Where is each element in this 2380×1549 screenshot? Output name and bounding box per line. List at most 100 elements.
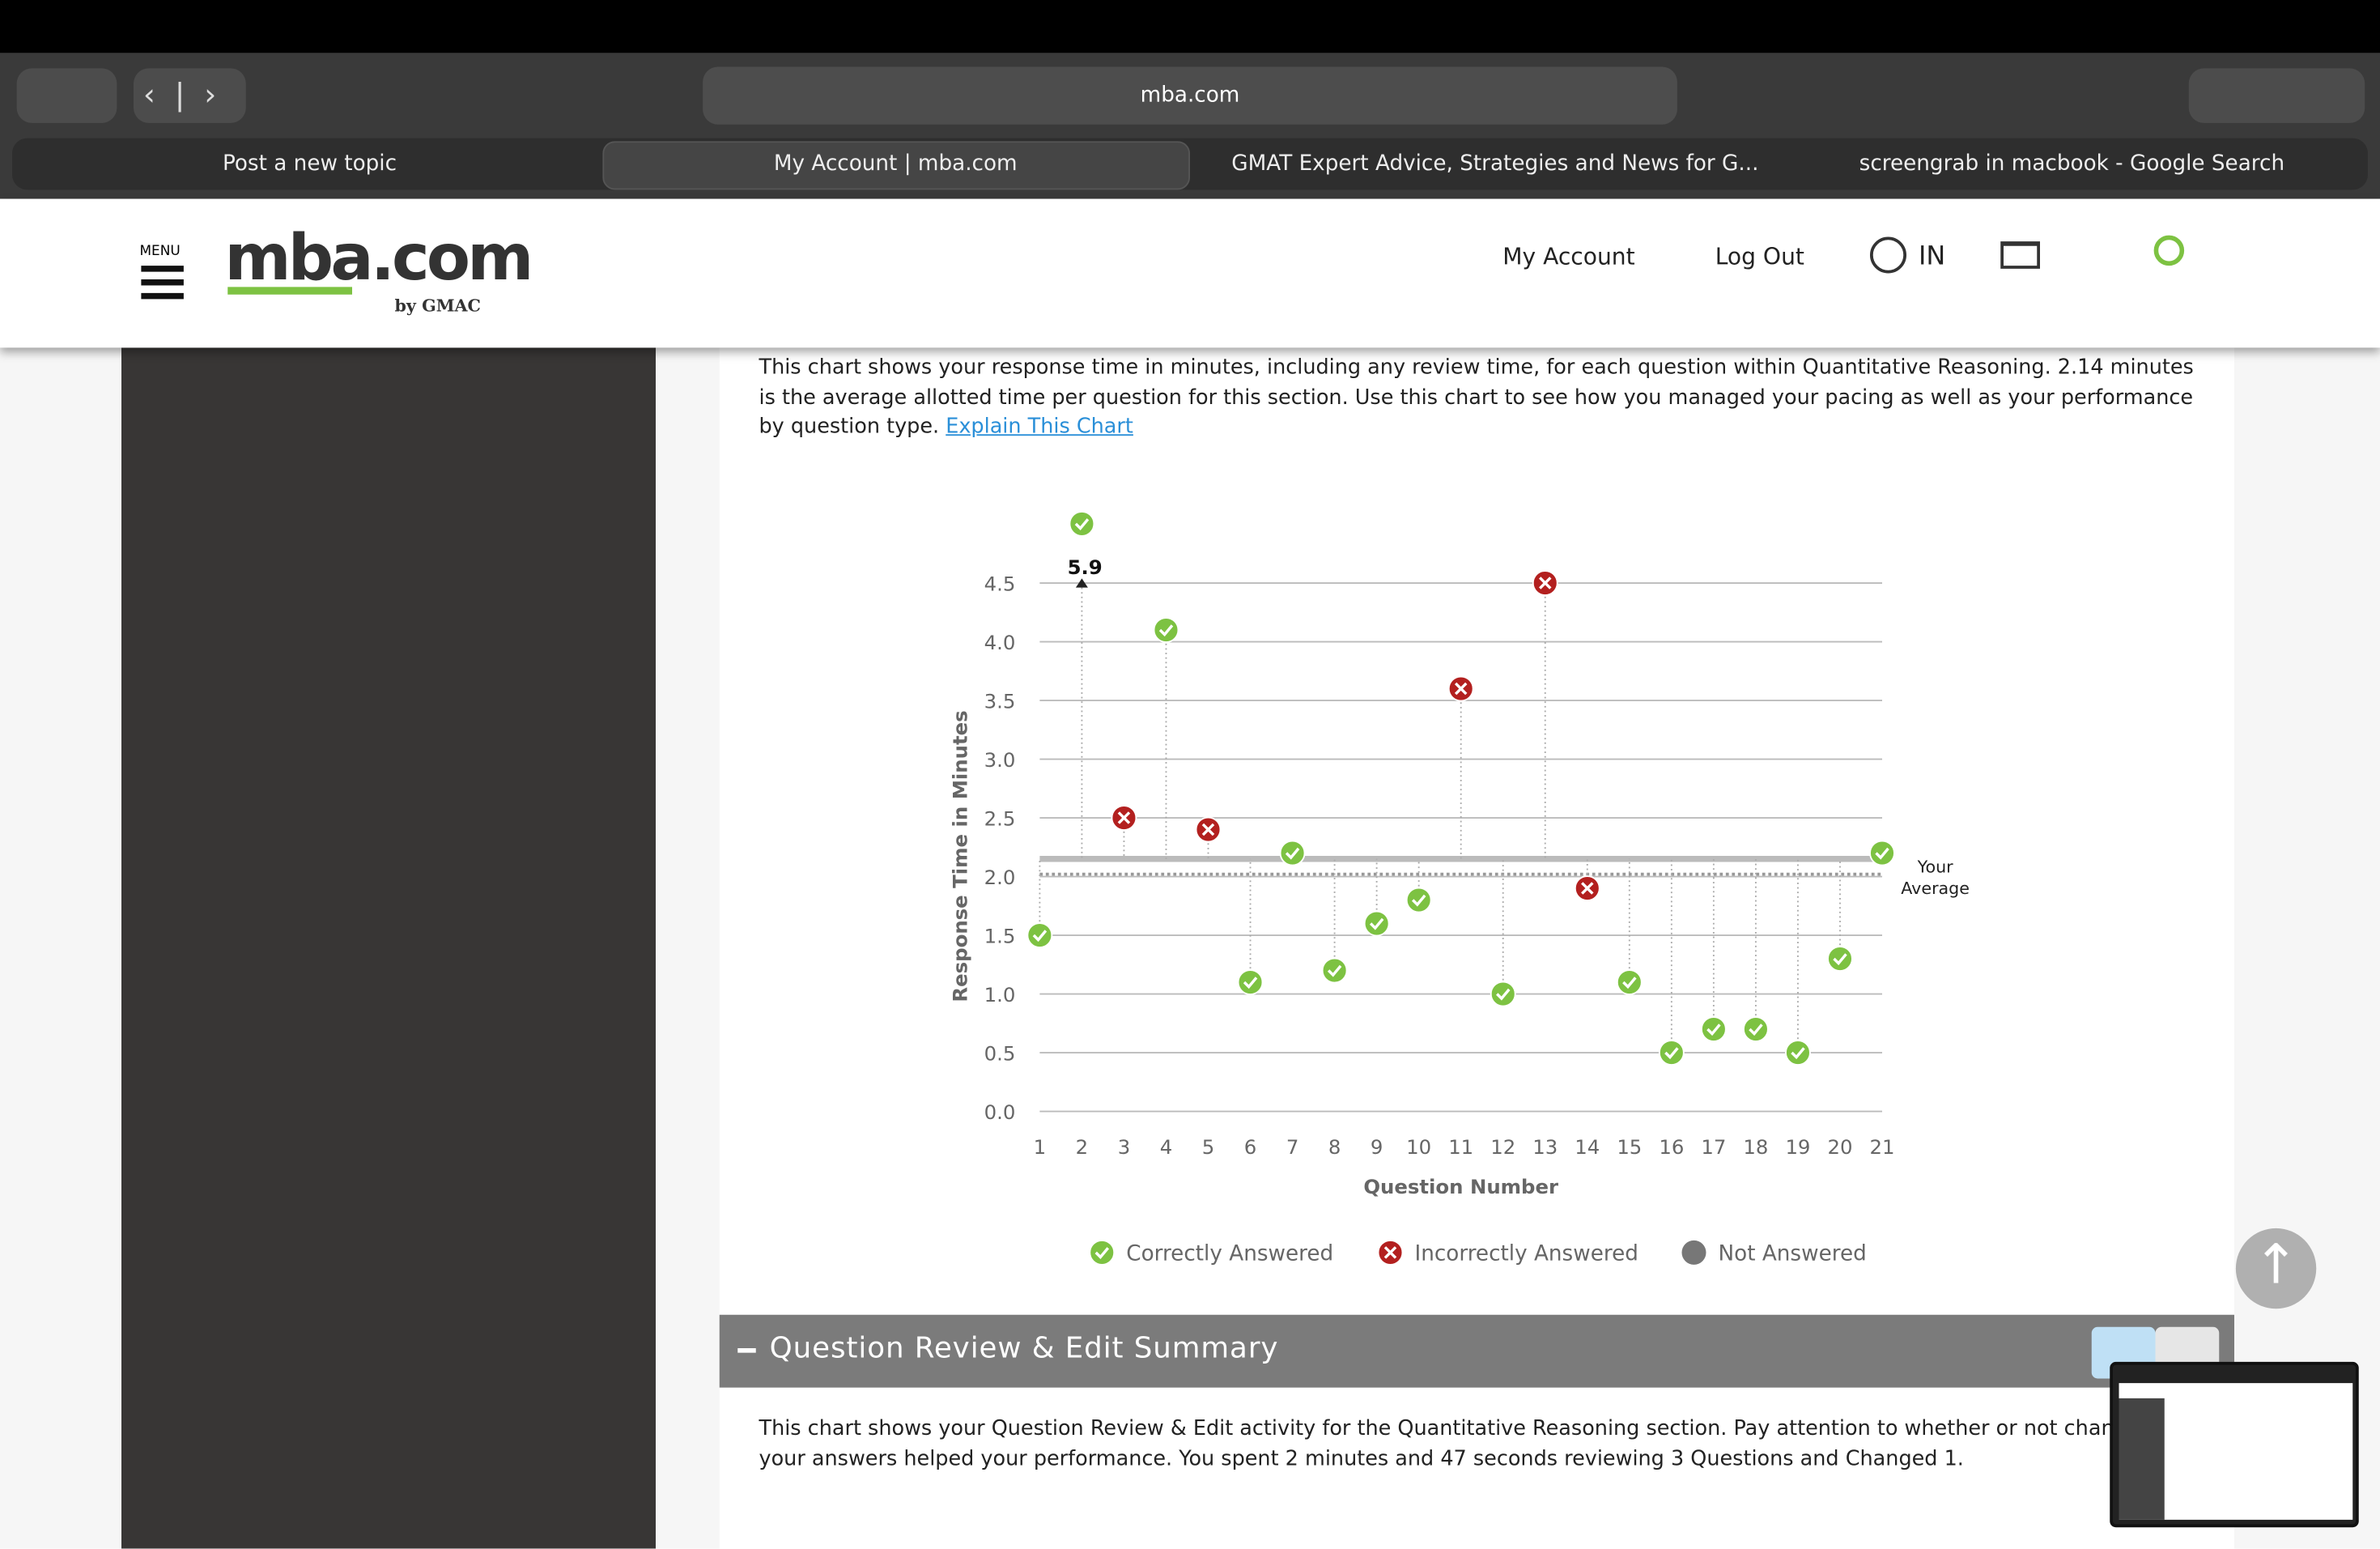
marker-circle — [1742, 1016, 1769, 1042]
marker-glyph — [1032, 930, 1048, 943]
intro: This chart shows your response time in m… — [759, 354, 2201, 443]
y-tick-label: 2.0 — [984, 866, 1016, 889]
marker-circle — [1279, 840, 1306, 866]
tab[interactable]: Post a new topic — [222, 151, 397, 177]
marker-circle — [1681, 1240, 1706, 1265]
x-tick-label: 19 — [1785, 1135, 1810, 1159]
globe-icon[interactable] — [1870, 236, 1906, 274]
sidebar — [121, 347, 656, 1549]
y-tick-label: 1.5 — [984, 924, 1016, 947]
data-point — [1447, 675, 1474, 702]
marker-glyph — [1454, 682, 1468, 696]
link[interactable]: Explain This Chart — [946, 414, 1133, 439]
legend-label: Incorrectly Answered — [1415, 1241, 1638, 1266]
data-point — [1279, 840, 1306, 866]
data-point — [1195, 816, 1222, 843]
screenshot-thumbnail[interactable] — [2110, 1361, 2359, 1528]
data-point — [1658, 1040, 1685, 1066]
marker-glyph — [1664, 1047, 1679, 1060]
intro-text: This chart shows your response time in m… — [759, 355, 2194, 439]
marker-circle — [1405, 887, 1432, 913]
marker-glyph — [1706, 1023, 1721, 1036]
data-point — [1869, 840, 1895, 866]
data-point — [1321, 957, 1348, 984]
legend-label: Correctly Answered — [1126, 1241, 1333, 1266]
legend-marker — [1681, 1240, 1706, 1265]
logo-underline — [227, 287, 352, 295]
scroll-top-button[interactable]: ↑ — [2235, 1228, 2317, 1309]
logo[interactable]: mba.com — [224, 219, 534, 295]
collapse-icon[interactable] — [737, 1348, 756, 1353]
x-axis-label: Question Number — [1363, 1175, 1558, 1198]
data-point — [1742, 1016, 1769, 1042]
marker-glyph — [1094, 1247, 1110, 1259]
data-point — [1026, 922, 1053, 948]
marker-circle — [1321, 957, 1348, 984]
search-icon[interactable] — [2153, 235, 2185, 266]
toolbar-actions[interactable] — [2188, 68, 2365, 123]
data-point — [1616, 969, 1643, 995]
x-tick-label: 13 — [1532, 1135, 1558, 1159]
data-point — [1785, 1040, 1811, 1066]
x-tick-label: 21 — [1870, 1135, 1895, 1159]
marker-circle — [1237, 969, 1264, 995]
y-tick-label: 3.0 — [984, 748, 1016, 772]
data-point — [1237, 969, 1264, 995]
tab[interactable]: GMAT Expert Advice, Strategies and News … — [1231, 151, 1759, 177]
menu-label: MENU — [139, 244, 181, 260]
nav-link[interactable]: My Account — [1502, 243, 1635, 270]
section-bar[interactable]: Question Review & Edit Summary — [719, 1314, 2234, 1388]
data-point — [1574, 875, 1600, 901]
tab[interactable]: screengrab in macbook - Google Search — [1859, 151, 2285, 177]
marker-glyph — [1369, 917, 1384, 930]
logo-by: by GMAC — [394, 296, 481, 316]
legend-marker — [1089, 1239, 1116, 1266]
legend-marker — [1377, 1239, 1404, 1266]
region[interactable]: IN — [1919, 241, 1946, 272]
x-tick-label: 20 — [1827, 1135, 1852, 1159]
marker-glyph — [1383, 1246, 1397, 1259]
marker-glyph — [1749, 1023, 1763, 1036]
nav-link[interactable]: Log Out — [1715, 243, 1804, 270]
x-tick-label: 1 — [1034, 1135, 1047, 1159]
nav-buttons[interactable]: ‹ | › — [134, 68, 246, 123]
url-bar[interactable]: mba.com — [703, 66, 1677, 125]
marker-glyph — [1411, 894, 1426, 907]
x-tick-label: 11 — [1448, 1135, 1473, 1159]
x-tick-label: 15 — [1617, 1135, 1642, 1159]
y-tick-label: 1.0 — [984, 983, 1016, 1006]
x-tick-label: 12 — [1490, 1135, 1515, 1159]
tab-strip — [12, 138, 2368, 190]
section-title: Question Review & Edit Summary — [769, 1331, 1279, 1365]
menu-bar — [0, 0, 2380, 53]
marker-circle — [1658, 1040, 1685, 1066]
marker-glyph — [1158, 624, 1174, 637]
x-tick-label: 10 — [1406, 1135, 1431, 1159]
menu-icon[interactable] — [141, 266, 184, 272]
marker-circle — [1026, 922, 1053, 948]
y-tick-label: 4.5 — [984, 572, 1016, 595]
x-tick-label: 4 — [1160, 1135, 1173, 1159]
overflow-arrow — [1075, 578, 1088, 588]
x-tick-label: 2 — [1076, 1135, 1089, 1159]
tab[interactable]: My Account | mba.com — [773, 151, 1018, 177]
marker-glyph — [1622, 977, 1637, 989]
marker-circle — [1069, 510, 1095, 537]
legend-label: Not Answered — [1719, 1241, 1867, 1266]
x-tick-label: 14 — [1575, 1135, 1600, 1159]
data-point — [1111, 805, 1137, 831]
sidebar-button[interactable] — [16, 68, 117, 123]
chart: 0.00.51.01.52.02.53.03.54.04.51 2 3 4 5 6 7 8 9 1… — [948, 510, 1970, 1266]
thumbnail-sidebar — [2119, 1398, 2165, 1520]
x-tick-label: 7 — [1286, 1135, 1299, 1159]
y-tick-label: 2.5 — [984, 806, 1016, 830]
logo-suffix: .com — [370, 219, 534, 295]
logo-text: mba — [224, 219, 374, 295]
marker-circle — [1616, 969, 1643, 995]
data-point — [1069, 510, 1095, 537]
x-tick-label: 8 — [1328, 1135, 1341, 1159]
data-point — [1827, 946, 1853, 972]
cart-icon[interactable] — [2000, 241, 2040, 269]
marker-circle — [1869, 840, 1895, 866]
card — [719, 1387, 2234, 1549]
